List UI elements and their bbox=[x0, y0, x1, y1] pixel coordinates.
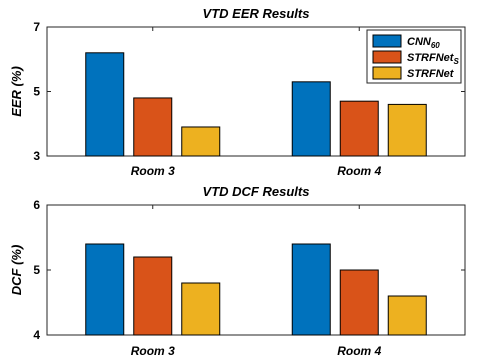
legend: CNN60 STRFNetS STRFNet bbox=[366, 29, 462, 84]
bar-room-3-series-1 bbox=[85, 243, 125, 336]
chart-title: VTD EER Results bbox=[203, 6, 310, 21]
bar-room-4-series-2 bbox=[339, 100, 379, 157]
chart-panel-2: VTD DCF Results 4 5 6 DCF (%) Room 3 Room 4 bbox=[9, 184, 466, 358]
y-tick-label: 7 bbox=[33, 20, 40, 34]
y-tick-label: 3 bbox=[33, 149, 40, 163]
y-tick-label: 4 bbox=[33, 328, 40, 342]
bar-room-4-series-3 bbox=[387, 295, 427, 336]
y-tick-label: 5 bbox=[33, 263, 40, 277]
chart-panel-1: VTD EER Results 3 5 7 EER (%) Room 3 Room 4 CNN… bbox=[9, 6, 466, 178]
bar-room-3-series-2 bbox=[133, 97, 173, 157]
legend-entry: STRFNetS bbox=[407, 52, 459, 66]
legend-entry: CNN60 bbox=[407, 36, 440, 50]
legend-entry: STRFNet bbox=[407, 68, 455, 80]
y-tick-label: 6 bbox=[33, 198, 40, 212]
bar-room-3-series-1 bbox=[85, 52, 125, 157]
x-tick-label: Room 3 bbox=[131, 344, 175, 358]
bar-room-4-series-2 bbox=[339, 269, 379, 336]
y-axis-label: DCF (%) bbox=[9, 245, 24, 296]
legend-swatch bbox=[372, 50, 402, 64]
y-axis-label: EER (%) bbox=[9, 66, 24, 117]
legend-swatch bbox=[372, 34, 402, 48]
chart-title: VTD DCF Results bbox=[203, 184, 310, 199]
bar-room-4-series-1 bbox=[291, 81, 331, 157]
legend-swatch bbox=[372, 66, 402, 80]
x-tick-label: Room 4 bbox=[337, 164, 381, 178]
y-tick-label: 5 bbox=[33, 85, 40, 99]
bar-room-4-series-1 bbox=[291, 243, 331, 336]
bar-room-3-series-3 bbox=[181, 282, 221, 336]
bar-room-3-series-2 bbox=[133, 256, 173, 336]
x-tick-label: Room 3 bbox=[131, 164, 175, 178]
bar-room-4-series-3 bbox=[387, 103, 427, 157]
x-tick-label: Room 4 bbox=[337, 344, 381, 358]
bar-room-3-series-3 bbox=[181, 126, 221, 157]
